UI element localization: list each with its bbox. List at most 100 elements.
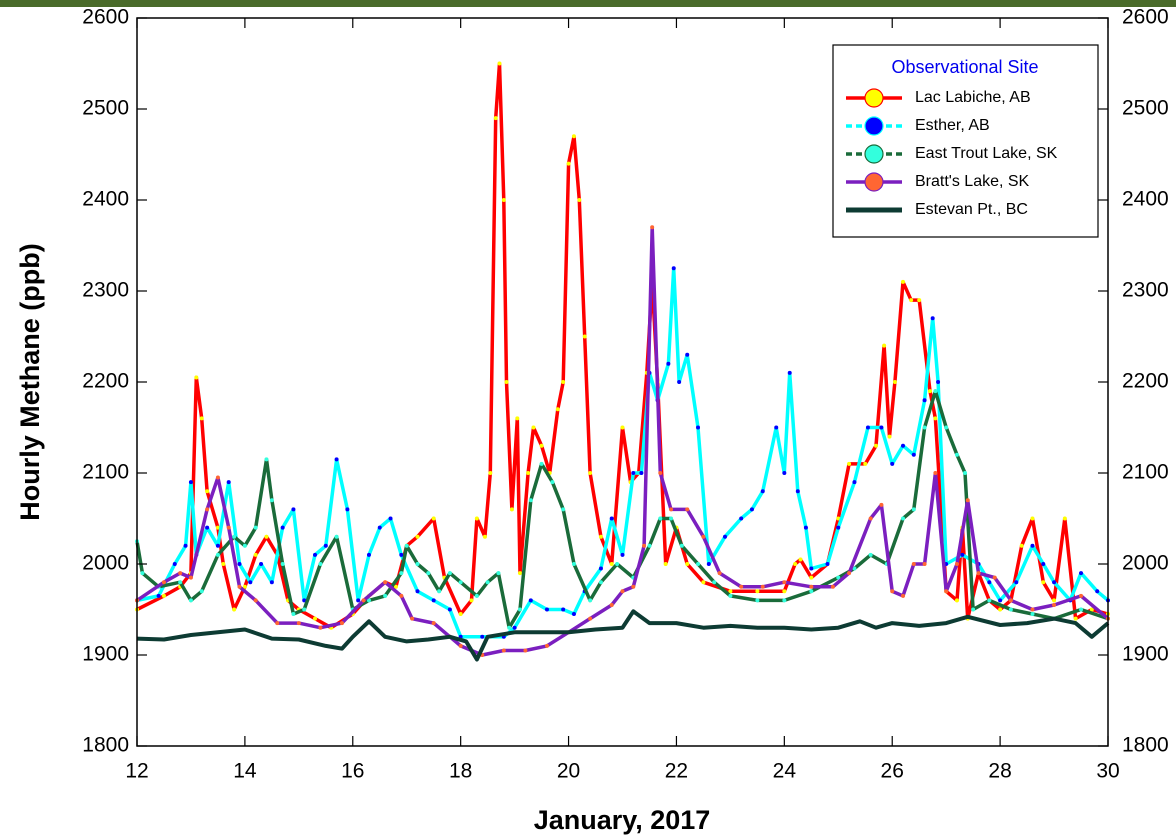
y-tick-label: 2600 [82,6,129,29]
series-point [598,566,603,571]
series-point [426,571,431,576]
series-point [739,584,744,589]
series-point [701,580,706,585]
series-point [515,416,520,421]
series-point [215,475,220,480]
series-point [782,580,787,585]
series-point [728,589,733,594]
series-point [447,571,452,576]
series-point [976,571,981,576]
y2-tick-label: 2200 [1122,370,1169,393]
x-tick-label: 30 [1096,760,1119,783]
y2-tick-label: 2400 [1122,188,1169,211]
x-tick-label: 16 [341,760,364,783]
series-point [161,593,166,598]
series-point [512,625,517,630]
series-point [566,161,571,166]
series-point [1052,598,1057,603]
series-point [474,593,479,598]
series-point [696,425,701,430]
series-point [183,543,188,548]
series-point [954,452,959,457]
series-point [291,507,296,512]
series-point [847,461,852,466]
series-point [507,625,512,630]
series-point [523,648,528,653]
series-point [954,562,959,566]
series-point [291,612,296,617]
series-point [199,589,204,594]
series-point [313,552,318,557]
y-tick-label: 2000 [82,552,129,575]
series-point [909,298,914,303]
series-point [930,316,935,321]
series-point [232,607,237,612]
series-point [663,562,668,566]
series-point [882,343,887,348]
series-point [539,443,544,448]
series-point [1014,580,1019,585]
series-point [313,616,318,621]
series-point [480,634,485,639]
series-point [901,279,906,284]
legend-marker [864,144,884,164]
series-point [1079,607,1084,612]
series-point [987,598,992,603]
series-point [172,562,177,566]
series-point [669,507,674,512]
series-point [482,534,487,539]
series-point [497,61,502,66]
series-point [415,534,420,539]
series-line [136,266,1110,639]
series-point [140,571,145,576]
series-point [518,607,523,612]
series-point [825,562,830,566]
series-point [620,589,625,594]
series-point [205,489,210,494]
series-point [509,507,514,512]
y2-tick-label: 2100 [1122,461,1169,484]
series-point [669,516,674,521]
x-tick-label: 20 [557,760,580,783]
series-point [960,552,965,557]
series-point [963,471,968,475]
series-point [199,416,204,421]
series-point [987,580,992,585]
series-point [642,543,647,548]
x-tick-label: 26 [881,760,904,783]
series-point [488,471,493,475]
series-point [679,543,684,548]
series-point [782,598,787,603]
series-point [366,552,371,557]
series-point [242,543,247,548]
y-tick-label: 1900 [82,643,129,666]
series-point [809,566,814,571]
series-point [998,598,1003,603]
series-point [383,593,388,598]
series-point [671,266,676,271]
series-point [555,407,560,412]
series-point [377,525,382,530]
series-point [1052,580,1057,585]
series-point [205,525,210,530]
series-point [399,552,404,557]
series-point [809,575,814,580]
series-point [782,589,787,594]
series-point [836,525,841,530]
series-point [728,593,733,598]
series-point [803,525,808,530]
series-point [598,580,603,585]
series-point [685,562,690,566]
series-point [1030,612,1035,617]
series-point [696,562,701,566]
series-point [383,580,388,585]
x-tick-label: 12 [125,760,148,783]
series-point [922,425,927,430]
series-point [917,298,922,303]
series-point [620,425,625,430]
series-point [927,389,932,394]
series-point [1073,616,1078,621]
series-point [887,434,892,439]
series-point [809,589,814,594]
series-point [531,425,536,430]
